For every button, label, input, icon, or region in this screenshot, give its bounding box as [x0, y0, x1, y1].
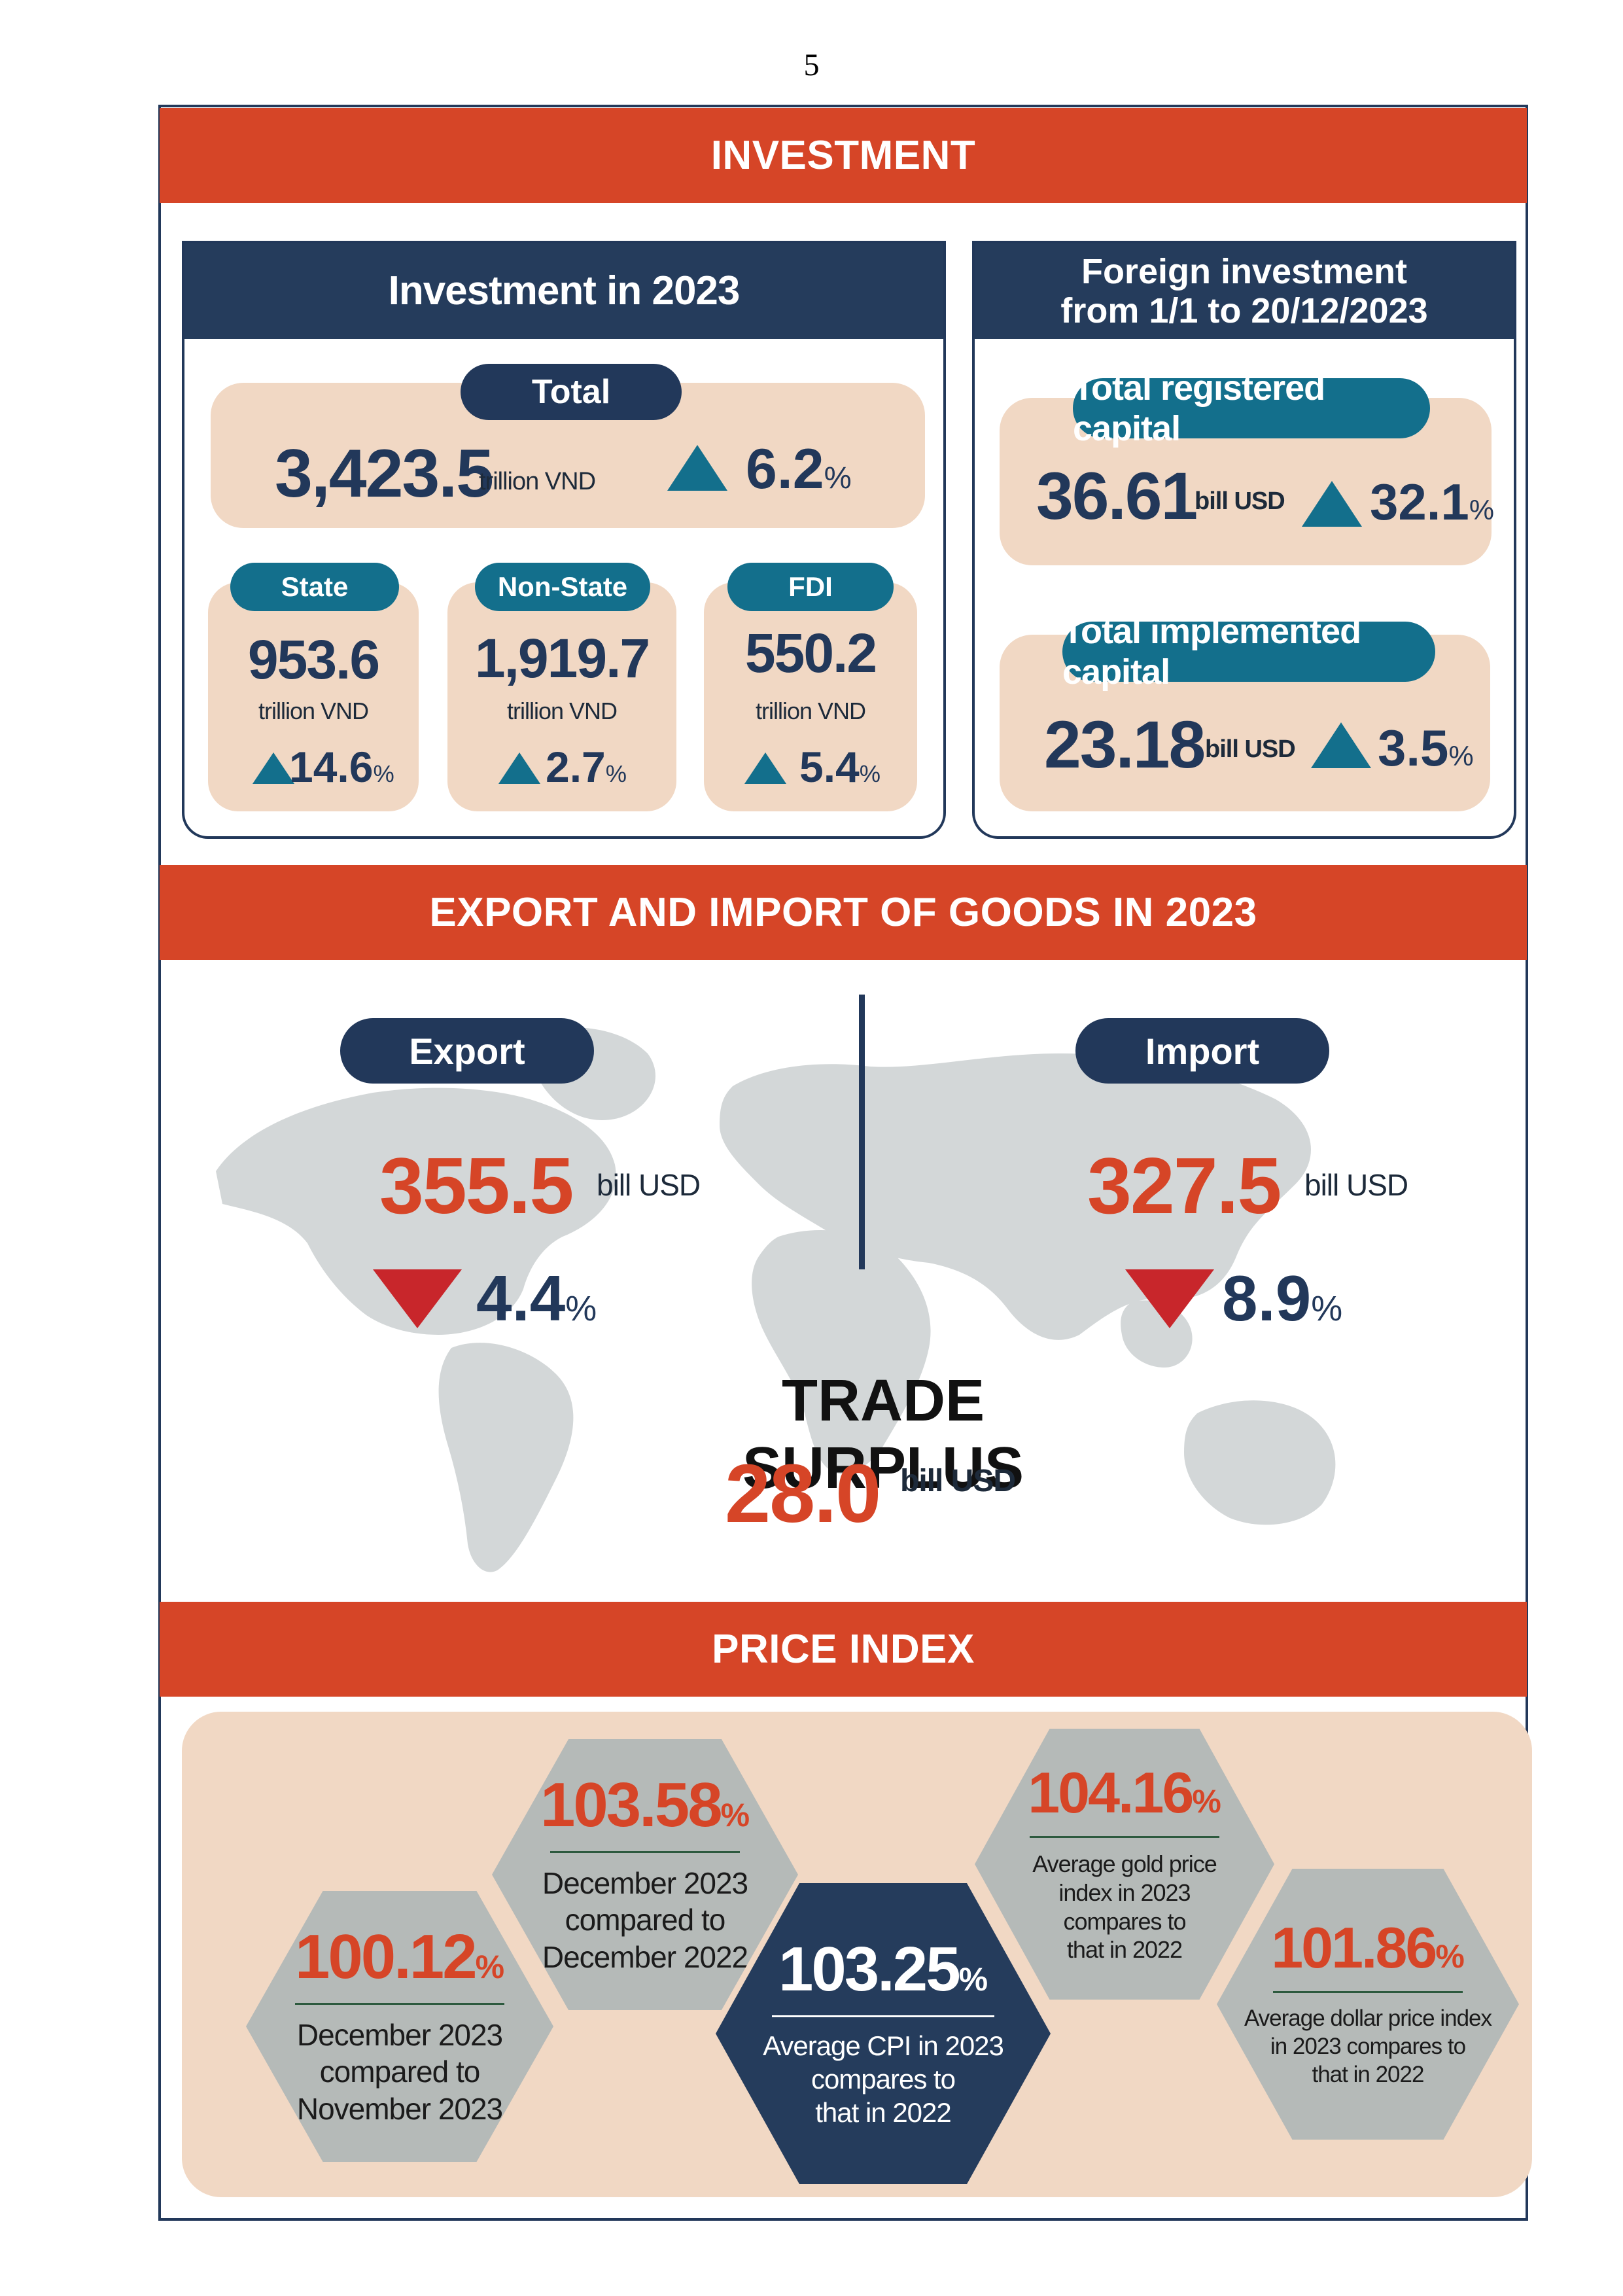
price-hex-dollar: 101.86% Average dollar price index in 20… — [1217, 1869, 1519, 2140]
divider-line — [1030, 1835, 1219, 1838]
up-arrow-icon — [744, 752, 786, 784]
state-unit: trillion VND — [258, 698, 369, 724]
price-description: December 2023 compared to November 2023 — [296, 2018, 503, 2126]
price-value: 103.25% — [778, 1934, 988, 2004]
state-change: 14.6% — [289, 743, 394, 791]
content-frame — [158, 105, 1528, 2221]
registered-capital-pill: Total registered capital — [1073, 368, 1430, 448]
africa-shape — [752, 1230, 931, 1474]
non-state-unit: trillion VND — [506, 698, 618, 724]
state-pill: State — [230, 563, 399, 611]
price-description: Average dollar price index in 2023 compa… — [1244, 2005, 1492, 2087]
export-change: 4.4% — [476, 1262, 597, 1334]
fdi-pill: FDI — [727, 563, 894, 611]
fdi-card — [704, 582, 917, 811]
implemented-capital-pill: Total implemented capital — [1062, 612, 1435, 692]
price-value: 103.58% — [540, 1770, 750, 1841]
page-number: 5 — [803, 48, 820, 82]
trade-surplus-unit: bill USD — [900, 1464, 1016, 1498]
non-state-change: 2.7% — [546, 743, 627, 791]
fdi-value: 550.2 — [744, 622, 877, 684]
total-unit: trillion VND — [479, 468, 596, 495]
state-card — [208, 582, 419, 811]
fdi-change: 5.4% — [799, 743, 881, 791]
up-arrow-icon — [498, 752, 540, 784]
non-state-value: 1,919.7 — [474, 627, 650, 689]
export-unit: bill USD — [597, 1168, 701, 1202]
price-index-banner: PRICE INDEX — [160, 1602, 1527, 1697]
total-pill: Total — [461, 364, 682, 420]
price-value: 104.16% — [1028, 1759, 1221, 1825]
up-arrow-icon — [253, 752, 294, 784]
north-america-shape — [216, 1087, 616, 1335]
state-value: 953.6 — [247, 629, 380, 690]
eurasia-shape — [720, 1053, 1311, 1340]
divider-line — [772, 2015, 994, 2017]
south-america-shape — [438, 1343, 574, 1572]
price-hex-gold: 104.16% Average gold price index in 2023… — [975, 1729, 1274, 2000]
price-hex-average-cpi: 103.25% Average CPI in 2023 compares to … — [716, 1883, 1051, 2184]
down-arrow-icon — [373, 1269, 462, 1328]
total-change: 6.2% — [746, 438, 852, 501]
price-value: 100.12% — [294, 1922, 505, 1992]
trade-banner: EXPORT AND IMPORT OF GOODS IN 2023 — [160, 865, 1527, 960]
trade-surplus-value: 28.0 — [725, 1447, 881, 1540]
divider-line — [1273, 1991, 1463, 1994]
trade-surplus-label: TRADE SURPLUS — [742, 1368, 1024, 1501]
total-value: 3,423.5 — [275, 436, 494, 512]
import-pill: Import — [1075, 1018, 1329, 1084]
price-value: 101.86% — [1271, 1915, 1465, 1981]
fdi-unit: trillion VND — [755, 698, 866, 724]
up-arrow-icon — [667, 445, 727, 491]
export-pill: Export — [340, 1018, 594, 1084]
price-description: December 2023 compared to December 2022 — [542, 1866, 748, 1974]
non-state-pill: Non-State — [475, 563, 650, 611]
implemented-capital-value: 23.18 — [1044, 707, 1206, 782]
price-description: Average gold price index in 2023 compare… — [1032, 1850, 1217, 1964]
export-value: 355.5 — [379, 1141, 574, 1230]
foreign-investment-title: Foreign investment from 1/1 to 20/12/202… — [975, 243, 1514, 339]
price-hex-dec-vs-dec: 103.58% December 2023 compared to Decemb… — [492, 1739, 798, 2010]
registered-capital-change: 32.1% — [1370, 473, 1494, 531]
import-unit: bill USD — [1304, 1168, 1408, 1202]
australia-shape — [1184, 1400, 1336, 1525]
registered-capital-unit: bill USD — [1195, 487, 1285, 515]
implemented-capital-unit: bill USD — [1205, 735, 1296, 763]
domestic-investment-title: Investment in 2023 — [184, 243, 943, 339]
down-arrow-icon — [1125, 1269, 1214, 1328]
divider-line — [295, 2003, 504, 2005]
import-change: 8.9% — [1222, 1262, 1343, 1334]
investment-banner: INVESTMENT — [160, 108, 1527, 203]
implemented-capital-change: 3.5% — [1378, 719, 1474, 777]
up-arrow-icon — [1311, 722, 1371, 768]
up-arrow-icon — [1302, 481, 1362, 527]
non-state-card — [447, 582, 676, 811]
price-description: Average CPI in 2023 compares to that in … — [763, 2030, 1004, 2128]
divider-line — [550, 1851, 740, 1854]
import-value: 327.5 — [1087, 1141, 1282, 1230]
registered-capital-value: 36.61 — [1036, 459, 1198, 533]
trade-divider — [859, 995, 865, 1269]
